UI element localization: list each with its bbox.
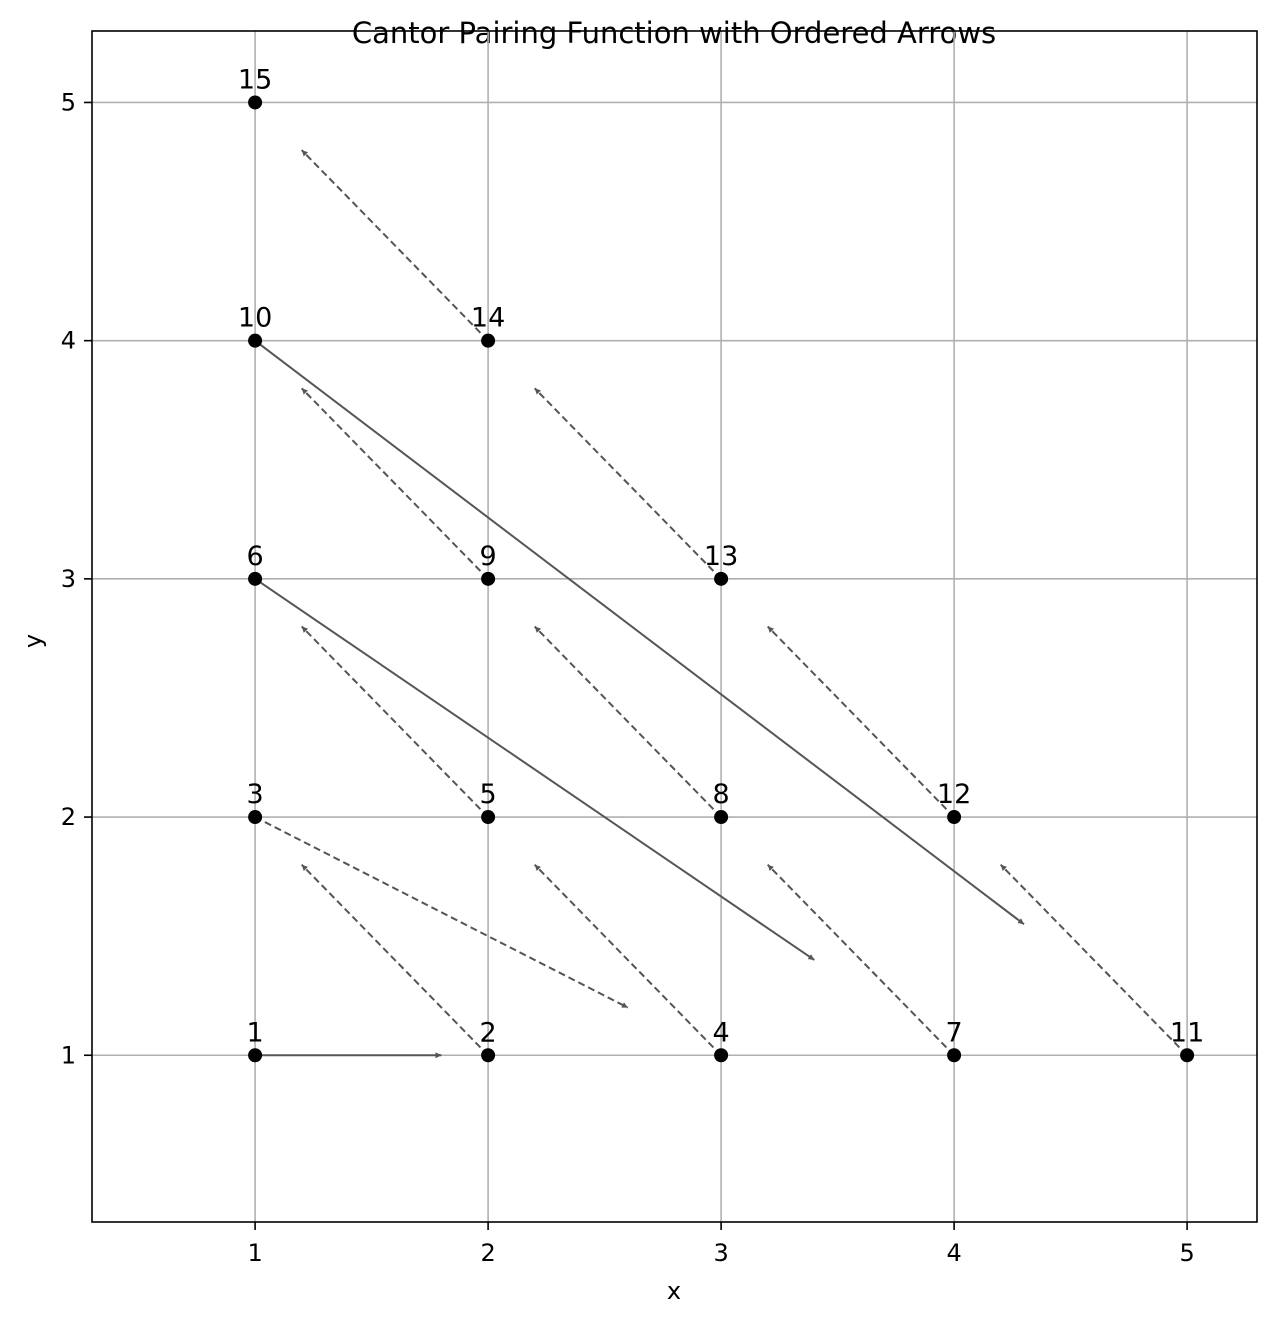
arrow-from-14 — [300, 149, 489, 342]
x-axis-label: x — [667, 1277, 681, 1305]
arrow-from-5 — [300, 625, 489, 818]
y-tick-label: 1 — [61, 1041, 76, 1069]
x-tick-label: 3 — [713, 1239, 728, 1267]
y-tick-label: 5 — [61, 88, 76, 116]
x-tick-label: 5 — [1179, 1239, 1194, 1267]
x-tick-label: 1 — [247, 1239, 262, 1267]
y-tick-label: 2 — [61, 803, 76, 831]
data-point-4 — [714, 1048, 729, 1063]
arrow-from-12 — [766, 625, 955, 818]
chart-title: Cantor Pairing Function with Ordered Arr… — [352, 16, 996, 50]
point-layer — [248, 95, 1195, 1063]
point-label-8: 8 — [713, 779, 730, 810]
arrow-from-11 — [999, 864, 1188, 1056]
data-point-3 — [248, 810, 263, 825]
data-point-14 — [481, 333, 496, 348]
data-point-6 — [248, 571, 263, 586]
data-point-2 — [481, 1048, 496, 1063]
point-label-9: 9 — [480, 541, 497, 572]
data-point-10 — [248, 333, 263, 348]
data-point-13 — [714, 571, 729, 586]
data-point-5 — [481, 810, 496, 825]
arrow-layer — [254, 149, 1188, 1059]
arrow-from-6 — [254, 578, 815, 961]
arrow-from-8 — [533, 625, 722, 818]
point-label-13: 13 — [704, 541, 738, 572]
data-point-12 — [947, 810, 962, 825]
y-axis-label: y — [19, 634, 47, 648]
arrow-from-10 — [254, 339, 1025, 926]
point-label-14: 14 — [471, 303, 505, 334]
point-label-10: 10 — [238, 303, 272, 334]
data-point-15 — [248, 95, 263, 110]
point-label-2: 2 — [480, 1017, 497, 1048]
arrow-from-3 — [254, 816, 629, 1009]
point-label-1: 1 — [247, 1017, 264, 1048]
arrow-from-13 — [533, 387, 722, 580]
point-label-5: 5 — [480, 779, 497, 810]
y-tick-label: 3 — [61, 565, 76, 593]
y-tick-label: 4 — [61, 327, 76, 355]
data-point-9 — [481, 571, 496, 586]
arrow-from-2 — [300, 864, 489, 1056]
arrow-from-4 — [533, 864, 722, 1056]
point-label-4: 4 — [713, 1017, 730, 1048]
point-label-15: 15 — [238, 64, 272, 95]
point-label-11: 11 — [1170, 1017, 1204, 1048]
point-label-7: 7 — [946, 1017, 963, 1048]
data-point-1 — [248, 1048, 263, 1063]
data-point-7 — [947, 1048, 962, 1063]
point-label-3: 3 — [247, 779, 264, 810]
grid-layer — [92, 31, 1257, 1222]
point-label-12: 12 — [937, 779, 971, 810]
point-label-6: 6 — [247, 541, 264, 572]
arrow-from-9 — [300, 387, 489, 580]
plot-frame — [91, 30, 1258, 1223]
data-point-11 — [1180, 1048, 1195, 1063]
x-tick-label: 2 — [480, 1239, 495, 1267]
x-tick-label: 4 — [946, 1239, 961, 1267]
data-point-8 — [714, 810, 729, 825]
arrow-from-7 — [766, 864, 955, 1056]
